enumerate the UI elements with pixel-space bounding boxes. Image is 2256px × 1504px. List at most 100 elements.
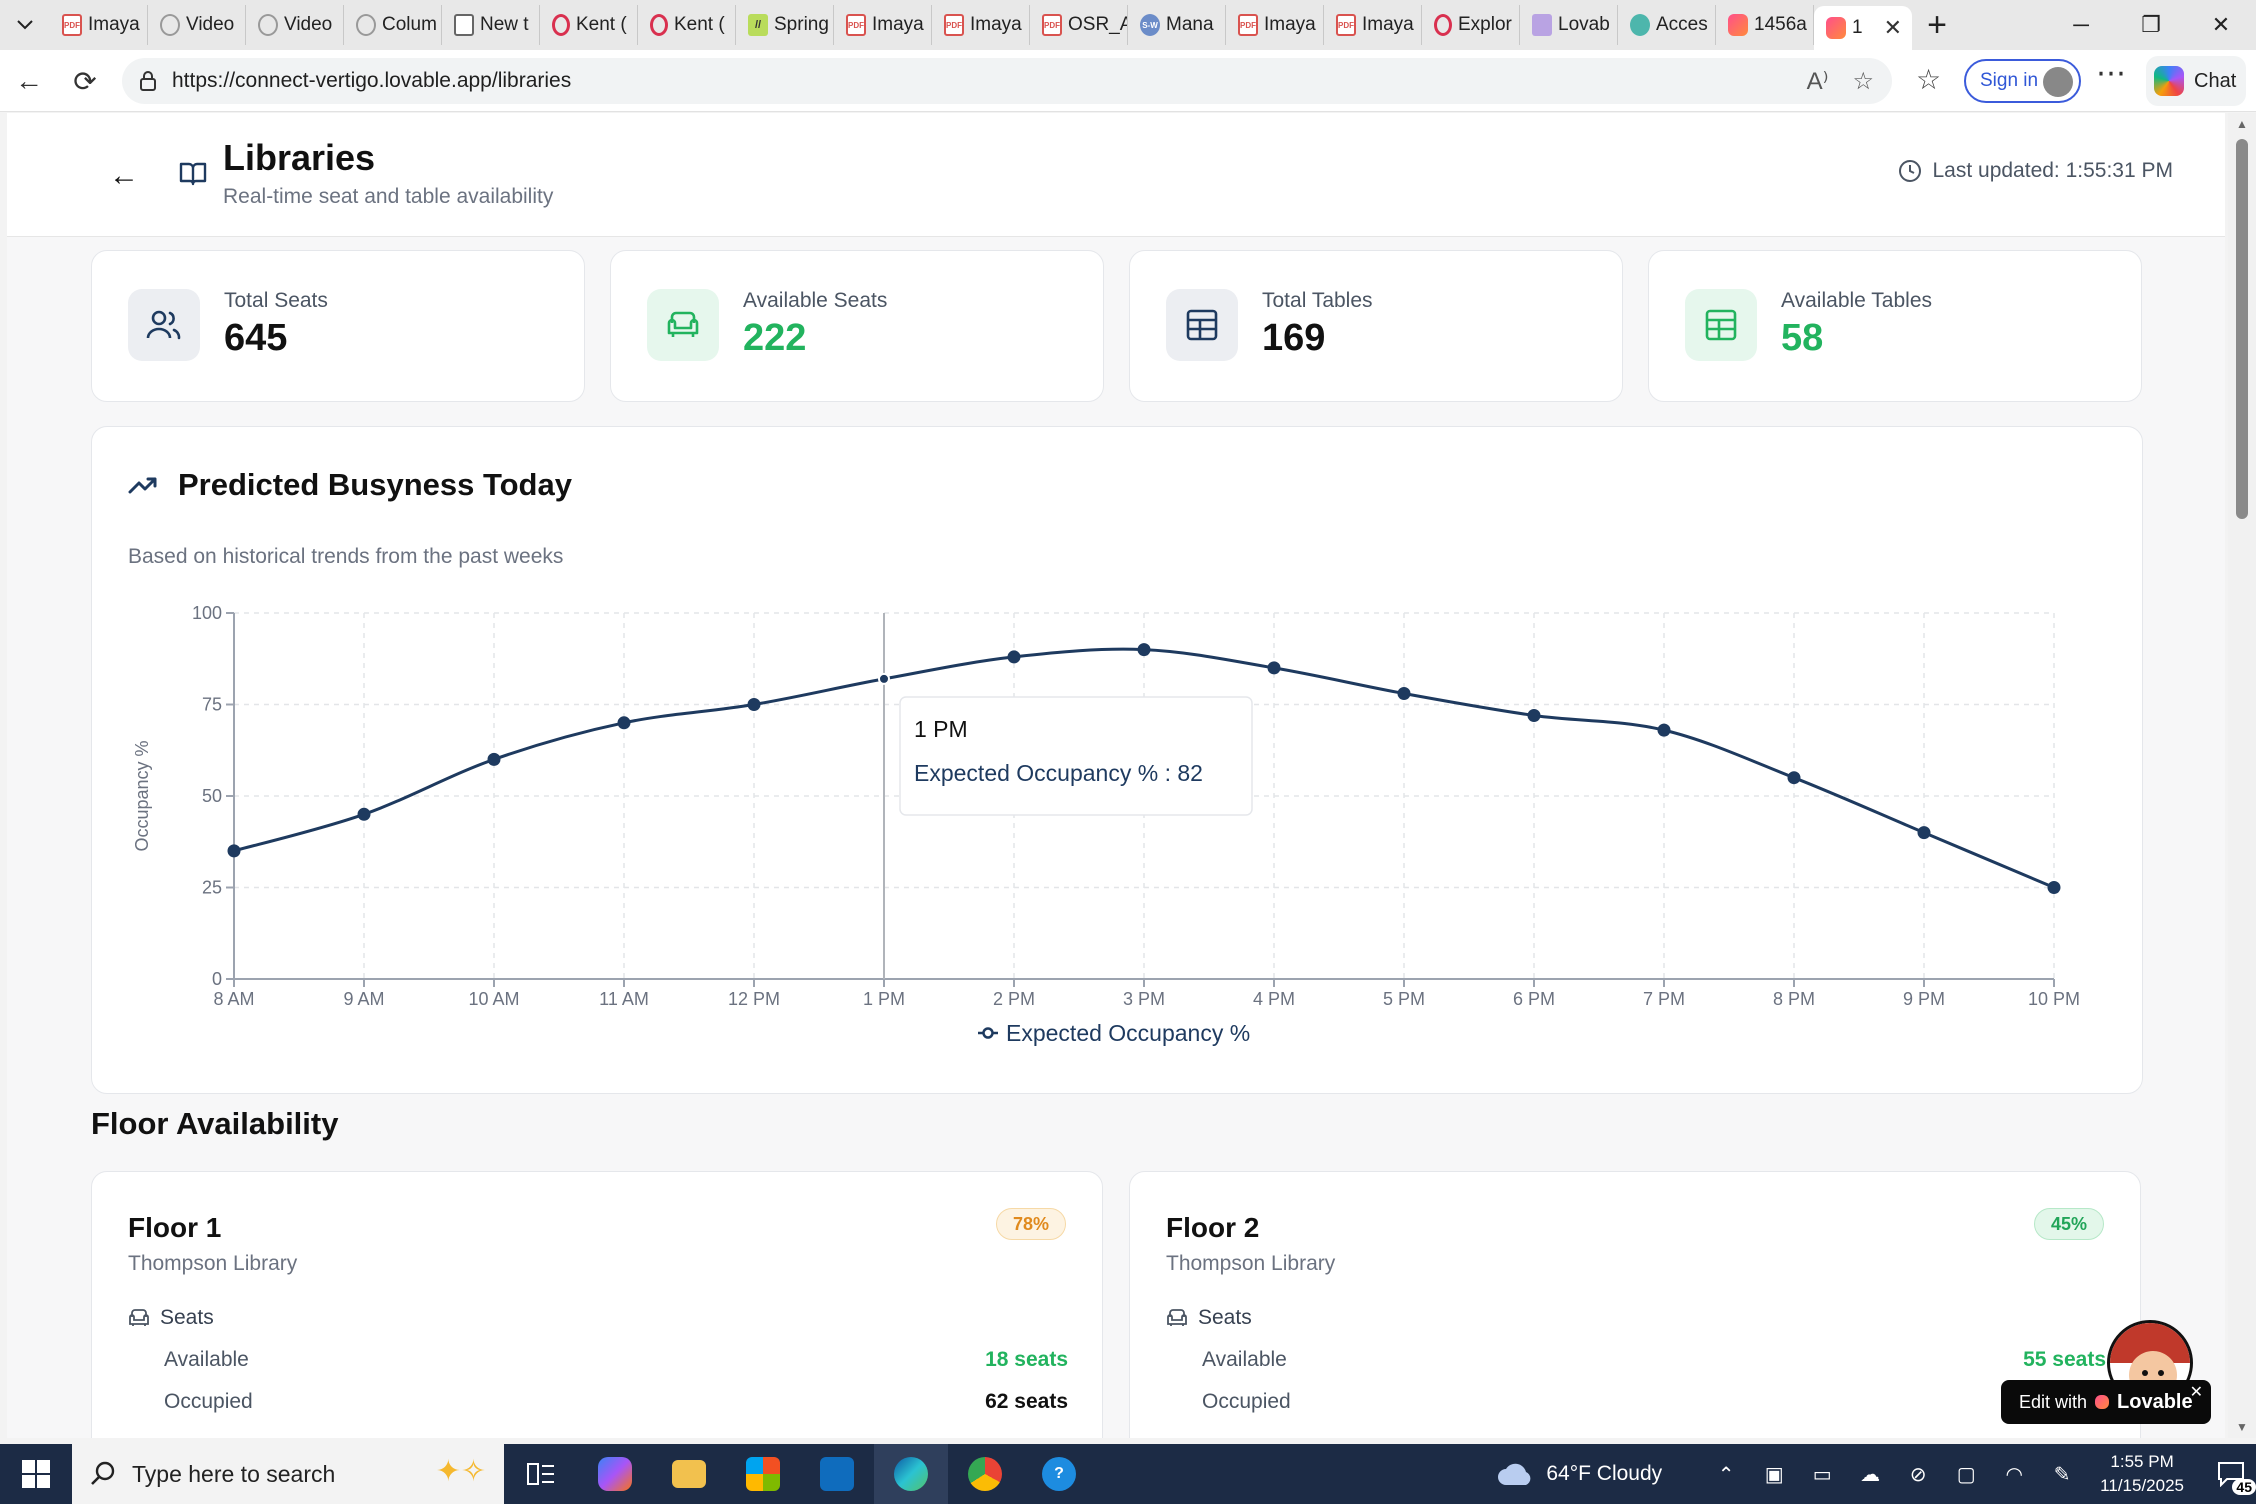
browser-tab[interactable]: Kent ( — [638, 5, 736, 45]
y-tick-label: 0 — [212, 969, 222, 989]
browser-tab[interactable]: PDF Imaya — [1324, 5, 1422, 45]
data-point[interactable] — [2047, 881, 2061, 894]
stat-card-total-tables: Total Tables 169 — [1129, 250, 1623, 402]
data-point[interactable] — [1787, 771, 1801, 785]
file-explorer-icon[interactable] — [652, 1444, 726, 1504]
camera-off-icon[interactable]: ⊘ — [1909, 1463, 1927, 1486]
tab-favicon-icon: PDF — [1238, 14, 1258, 36]
tab-favicon-icon: PDF — [846, 14, 866, 36]
favorite-star-icon[interactable]: ☆ — [1852, 68, 1874, 95]
floor-card[interactable]: Floor 1 Thompson Library 78% Seats Avail… — [91, 1171, 1103, 1438]
data-point[interactable] — [227, 844, 241, 858]
tab-close-icon[interactable]: ✕ — [1883, 15, 1902, 40]
edge-browser-icon[interactable] — [874, 1444, 948, 1504]
browser-tab[interactable]: PDF Imaya — [932, 5, 1030, 45]
read-aloud-icon[interactable]: A⁾ — [1806, 68, 1829, 95]
outlook-icon[interactable] — [800, 1444, 874, 1504]
wifi-icon[interactable]: ◠ — [2005, 1463, 2023, 1486]
x-tick-label: 8 AM — [213, 989, 254, 1009]
stat-value: 58 — [1781, 317, 1824, 359]
pen-icon[interactable]: ✎ — [2053, 1463, 2071, 1486]
battery-icon[interactable]: ▭ — [1812, 1463, 1832, 1486]
microsoft-store-icon[interactable] — [726, 1444, 800, 1504]
tab-active[interactable]: 1 ✕ — [1814, 6, 1912, 50]
favorites-icon[interactable]: ☆ — [1916, 64, 1942, 95]
x-tick-label: 6 PM — [1513, 989, 1555, 1009]
users-icon — [128, 289, 200, 361]
scroll-thumb[interactable] — [2236, 139, 2248, 519]
browser-tab[interactable]: Video — [246, 5, 344, 45]
new-tab-button[interactable]: + — [1927, 5, 1947, 44]
browser-tab[interactable]: 1456a — [1716, 5, 1814, 45]
copilot-chat-button[interactable]: Chat — [2146, 56, 2246, 106]
occupancy-line-chart[interactable]: 0 25 50 75 100 8 AM 9 AM 10 AM 11 AM 12 PM 1 PM 2 P… — [92, 427, 2144, 1095]
browser-tab[interactable]: PDF OSR_A — [1030, 5, 1128, 45]
taskbar-search-box[interactable]: Type here to search ✦✧ — [72, 1444, 504, 1504]
meet-now-icon[interactable]: ▣ — [1764, 1463, 1784, 1486]
copilot-app-icon[interactable] — [578, 1444, 652, 1504]
start-button[interactable] — [0, 1444, 72, 1504]
tab-label: New t — [480, 14, 529, 35]
page-scrollbar[interactable]: ▲ ▼ — [2228, 113, 2256, 1438]
close-window-button[interactable]: ✕ — [2211, 12, 2231, 37]
restore-button[interactable]: ❐ — [2141, 12, 2161, 37]
tab-favicon-icon: // — [748, 14, 768, 36]
weather-widget[interactable]: 64°F Cloudy — [1496, 1461, 1662, 1487]
chevron-up-icon[interactable]: ⌃ — [1717, 1463, 1735, 1486]
browser-tab[interactable]: PDF Imaya — [834, 5, 932, 45]
browser-tab[interactable]: PDF Imaya — [50, 5, 148, 45]
tab-favicon-icon: PDF — [1042, 14, 1062, 36]
occupied-label: Occupied — [164, 1390, 253, 1413]
browser-tab[interactable]: Lovab — [1520, 5, 1618, 45]
sign-in-button[interactable]: Sign in — [1964, 59, 2081, 103]
browser-tab[interactable]: S-W Mana — [1128, 5, 1226, 45]
tab-favicon-icon — [1434, 14, 1452, 36]
system-clock[interactable]: 1:55 PM 11/15/2025 — [2100, 1450, 2184, 1498]
more-options-icon[interactable]: ⋯ — [2096, 57, 2126, 90]
data-point[interactable] — [487, 752, 501, 766]
back-arrow-icon[interactable]: ← — [109, 159, 139, 192]
data-point[interactable] — [1527, 708, 1541, 722]
close-icon[interactable]: ✕ — [2189, 1384, 2203, 1401]
tab-label: Video — [186, 14, 235, 35]
data-point[interactable] — [617, 716, 631, 730]
data-point[interactable] — [357, 807, 371, 821]
address-field[interactable]: https://connect-vertigo.lovable.app/libr… — [122, 58, 1892, 104]
stat-value: 645 — [224, 317, 288, 359]
browser-tab[interactable]: Explor — [1422, 5, 1520, 45]
display-icon[interactable]: ▢ — [1956, 1463, 1976, 1486]
data-point[interactable] — [1657, 723, 1671, 737]
data-point[interactable] — [878, 672, 890, 685]
chat-label: Chat — [2194, 69, 2237, 92]
browser-tab[interactable]: New t — [442, 5, 540, 45]
occupancy-badge: 45% — [2033, 1208, 2104, 1240]
browser-tab[interactable]: // Spring — [736, 5, 834, 45]
weather-text: 64°F Cloudy — [1546, 1462, 1663, 1485]
browser-tab[interactable]: Acces — [1618, 5, 1716, 45]
data-point[interactable] — [747, 698, 761, 711]
scroll-up-icon[interactable]: ▲ — [2236, 117, 2248, 131]
data-point[interactable] — [1007, 650, 1021, 664]
data-point[interactable] — [1397, 687, 1411, 701]
data-point[interactable] — [1267, 661, 1281, 675]
edit-with-lovable-button[interactable]: Edit with Lovable ✕ — [2001, 1380, 2211, 1424]
browser-tab[interactable]: Colum — [344, 5, 442, 45]
data-point[interactable] — [1137, 643, 1151, 657]
onedrive-icon[interactable]: ☁ — [1860, 1463, 1881, 1486]
task-view-icon[interactable] — [504, 1444, 578, 1504]
chrome-icon[interactable] — [948, 1444, 1022, 1504]
minimize-button[interactable]: ─ — [2073, 12, 2089, 37]
refresh-button[interactable]: ⟳ — [73, 65, 97, 97]
floor-card[interactable]: Floor 2 Thompson Library 45% Seats Avail… — [1129, 1171, 2141, 1438]
browser-tab[interactable]: PDF Imaya — [1226, 5, 1324, 45]
browser-tab[interactable]: Kent ( — [540, 5, 638, 45]
help-app-icon[interactable]: ? — [1022, 1444, 1096, 1504]
available-row: Available 55 seats — [1202, 1348, 2106, 1372]
browser-tab[interactable]: Video — [148, 5, 246, 45]
notification-center-button[interactable]: 45 — [2206, 1449, 2256, 1499]
scroll-down-icon[interactable]: ▼ — [2236, 1420, 2248, 1434]
y-tick-label: 25 — [202, 878, 222, 898]
tab-actions-menu[interactable] — [0, 0, 50, 50]
data-point[interactable] — [1917, 826, 1931, 840]
back-button[interactable]: ← — [15, 65, 43, 96]
